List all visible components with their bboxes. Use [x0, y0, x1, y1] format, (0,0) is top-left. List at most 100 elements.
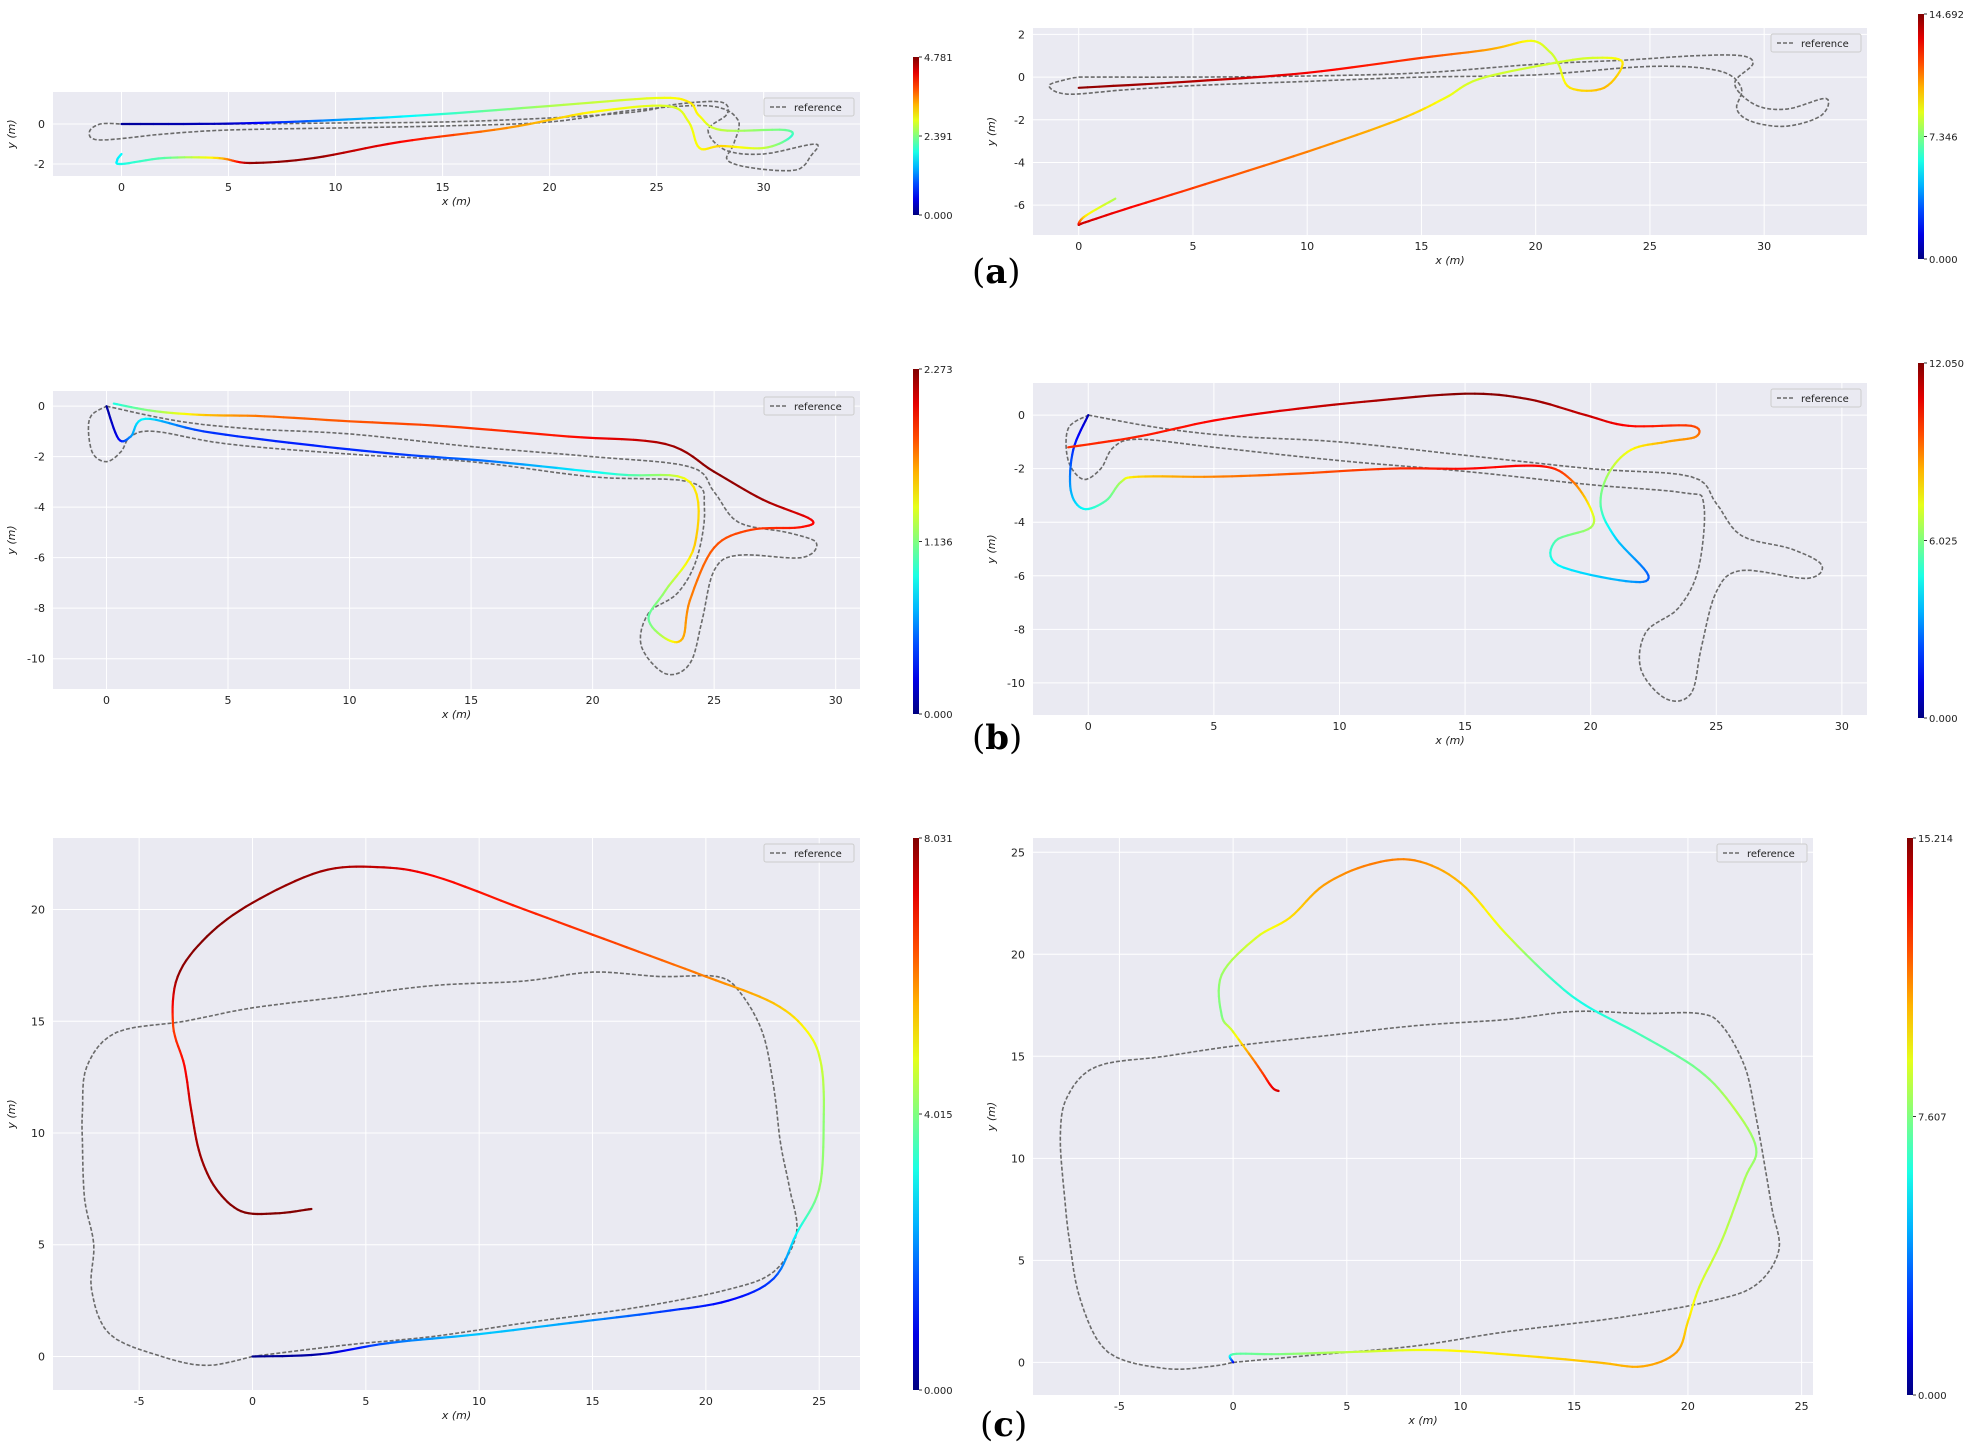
trajectory-segment: [1510, 938, 1519, 948]
trajectory-segment: [286, 159, 297, 163]
y-tick-label: 0: [1018, 409, 1025, 422]
trajectory-segment: [424, 135, 441, 140]
trajectory-segment: [474, 427, 493, 431]
colorbar-tick-label: 0.000: [924, 710, 953, 721]
x-tick-label: 30: [1757, 240, 1771, 253]
trajectory-segment: [334, 866, 344, 870]
trajectory-segment: [625, 946, 640, 953]
trajectory-segment: [1528, 956, 1537, 965]
trajectory-segment: [620, 438, 635, 441]
trajectory-segment: [1474, 49, 1485, 53]
trajectory-segment: [267, 888, 278, 896]
trajectory-segment: [696, 1304, 707, 1309]
colorbar-tick-label: 2.273: [924, 365, 953, 376]
trajectory-segment: [302, 872, 314, 879]
colorbar: [913, 57, 919, 215]
trajectory-segment: [1504, 932, 1513, 942]
estimated-trajectory: [1217, 858, 1758, 1368]
trajectory-segment: [1130, 203, 1140, 209]
panel-label-c-letter: c: [993, 1405, 1014, 1445]
trajectory-segment: [1440, 393, 1456, 396]
trajectory-segment: [1450, 52, 1462, 56]
trajectory-segment: [1288, 407, 1300, 411]
trajectory-segment: [1529, 64, 1541, 69]
trajectory-segment: [299, 442, 315, 447]
y-tick-label: 2: [1018, 28, 1025, 41]
trajectory-segment: [386, 140, 401, 146]
trajectory-segment: [1240, 413, 1253, 418]
estimated-trajectory: [115, 96, 794, 166]
trajectory-segment: [1097, 440, 1110, 444]
x-tick-label: 25: [1709, 720, 1723, 733]
trajectory-segment: [1267, 473, 1280, 477]
trajectory-segment: [1483, 466, 1497, 469]
trajectory-segment: [588, 470, 606, 475]
trajectory-segment: [1441, 53, 1453, 57]
trajectory-segment: [557, 920, 571, 928]
trajectory-segment: [521, 105, 538, 110]
trajectory-segment: [277, 160, 289, 163]
y-tick-label: 20: [1011, 948, 1025, 961]
trajectory-segment: [697, 501, 700, 513]
trajectory-segment: [1545, 972, 1553, 980]
colorbar: [913, 369, 919, 714]
trajectory-segment: [755, 495, 764, 501]
x-tick-label: 0: [249, 1395, 256, 1408]
trajectory-segment: [1611, 1018, 1622, 1026]
trajectory-segment: [707, 467, 716, 473]
trajectory-segment: [1123, 206, 1133, 211]
trajectory-segment: [334, 118, 350, 122]
trajectory-segment: [1165, 427, 1178, 432]
colorbar-tick-label: 15.214: [1918, 834, 1953, 845]
trajectory-segment: [1671, 1051, 1681, 1059]
trajectory-segment: [319, 868, 330, 873]
trajectory-segment: [1678, 1056, 1688, 1063]
x-tick-label: 5: [225, 181, 232, 194]
trajectory-segment: [818, 1180, 822, 1191]
trajectory-segment: [1067, 445, 1075, 449]
trajectory-segment: [184, 426, 196, 431]
y-tick-label: -10: [1007, 677, 1025, 690]
x-tick-label: 0: [118, 181, 125, 194]
x-axis-label: x (m): [441, 195, 471, 208]
legend: reference: [763, 97, 855, 117]
trajectory-segment: [1512, 395, 1522, 399]
trajectory-segment: [1144, 199, 1156, 204]
trajectory-segment: [724, 982, 736, 989]
legend: reference: [1770, 388, 1862, 408]
trajectory-segment: [1315, 404, 1327, 408]
trajectory-segment: [1143, 82, 1163, 86]
x-tick-label: 0: [1230, 1400, 1237, 1413]
trajectory-segment: [332, 151, 345, 156]
trajectory-segment: [1366, 62, 1384, 67]
y-tick-label: -8: [34, 602, 45, 615]
y-tick-label: -8: [1014, 623, 1025, 636]
trajectory-segment: [322, 153, 335, 158]
reference-trajectory: [87, 405, 818, 676]
x-tick-label: 0: [1085, 720, 1092, 733]
trajectory-segment: [568, 1320, 583, 1325]
trajectory-segment: [1222, 416, 1234, 420]
trajectory-segment: [244, 901, 254, 908]
trajectory-segment: [524, 463, 543, 468]
legend: reference: [1716, 843, 1808, 863]
x-tick-label: 15: [586, 1395, 600, 1408]
y-tick-label: 20: [31, 904, 45, 917]
x-tick-label: 5: [1343, 1400, 1350, 1413]
trajectory-segment: [678, 1306, 690, 1311]
y-tick-label: 15: [1011, 1050, 1025, 1063]
trajectory-segment: [303, 417, 317, 421]
trajectory-segment: [1234, 76, 1252, 80]
trajectory-segment: [416, 870, 427, 875]
trajectory-segment: [1588, 1360, 1599, 1364]
reference-trajectory: [1065, 414, 1824, 703]
trajectory-segment: [1352, 400, 1366, 404]
trajectory-segment: [1641, 1034, 1651, 1042]
trajectory-segment: [632, 438, 647, 442]
trajectory-segment: [1692, 1064, 1701, 1072]
panel-label-c: (c): [980, 1405, 1028, 1445]
legend-box: [763, 396, 855, 416]
trajectory-segment: [1622, 546, 1631, 555]
trajectory-segment: [1627, 424, 1637, 428]
colorbar-tick-label: 4.781: [924, 53, 953, 64]
